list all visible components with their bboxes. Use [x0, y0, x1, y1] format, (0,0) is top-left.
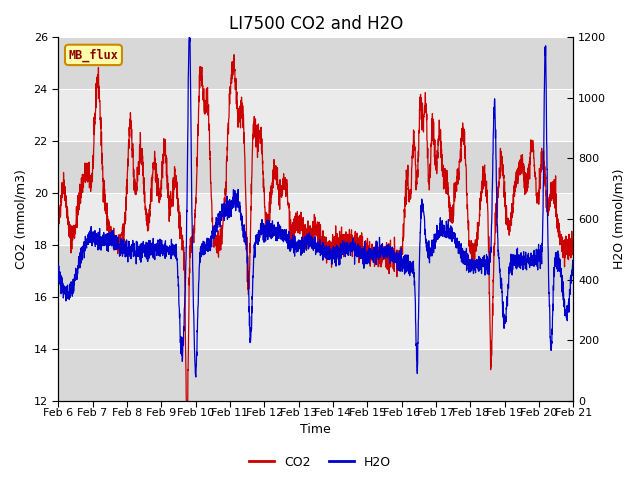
Bar: [58, 245, 573, 297]
Text: MB_flux: MB_flux: [68, 48, 118, 61]
Y-axis label: CO2 (mmol/m3): CO2 (mmol/m3): [15, 169, 28, 269]
Bar: [58, 193, 573, 245]
X-axis label: Time: Time: [300, 423, 332, 436]
Bar: [58, 37, 573, 89]
Bar: [58, 89, 573, 141]
Legend: CO2, H2O: CO2, H2O: [244, 451, 396, 474]
Bar: [58, 297, 573, 349]
Title: LI7500 CO2 and H2O: LI7500 CO2 and H2O: [228, 15, 403, 33]
Bar: [58, 349, 573, 401]
Bar: [58, 141, 573, 193]
Y-axis label: H2O (mmol/m3): H2O (mmol/m3): [612, 169, 625, 269]
